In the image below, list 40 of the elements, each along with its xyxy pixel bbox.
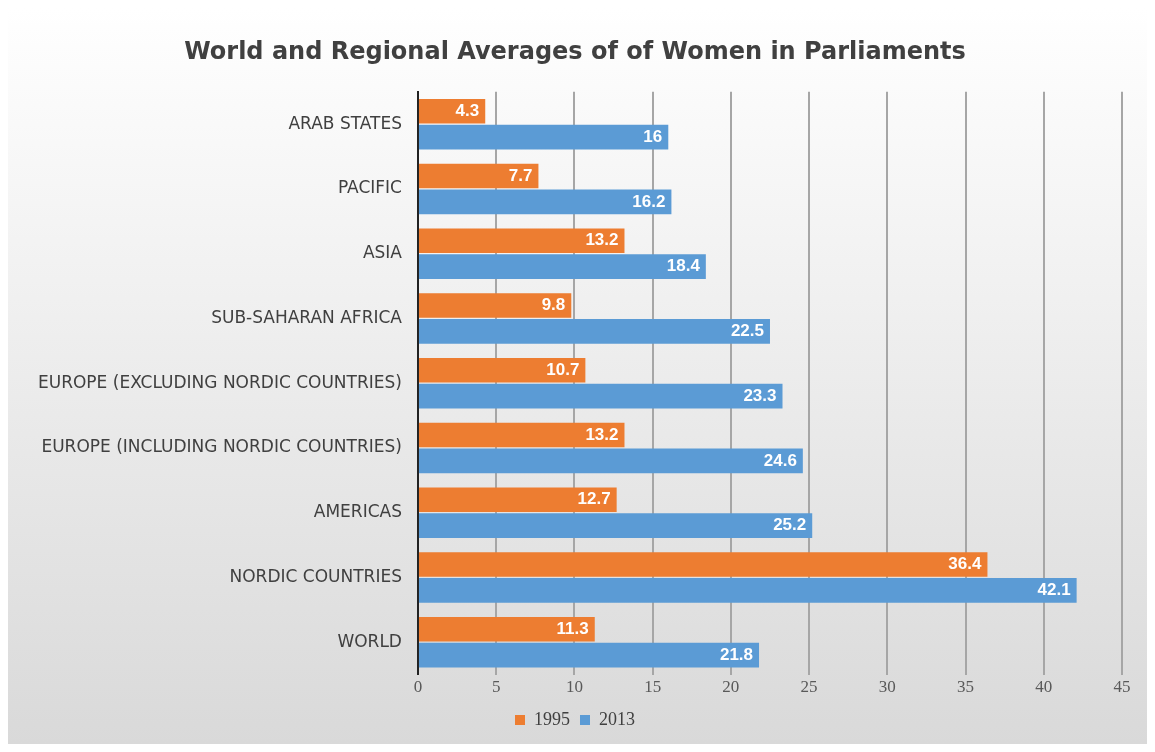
y-tick-label: SUB-SAHARAN AFRICA	[211, 306, 403, 327]
legend-label: 2013	[599, 708, 635, 729]
y-tick-label: AMERICAS	[313, 501, 402, 522]
data-label: 11.3	[556, 618, 589, 638]
data-label: 7.7	[508, 165, 533, 185]
legend-label: 1995	[534, 708, 570, 729]
y-tick-label: ASIA	[362, 242, 403, 263]
y-tick-label: EUROPE (INCLUDING NORDIC COUNTRIES)	[41, 436, 402, 457]
x-tick-label: 20	[722, 677, 740, 697]
data-label: 21.8	[719, 644, 754, 664]
x-tick-label: 35	[957, 677, 975, 697]
data-label: 16.2	[632, 191, 666, 211]
data-label: 16	[643, 126, 663, 146]
y-tick-label: WORLD	[337, 630, 402, 651]
data-label: 13.2	[585, 424, 619, 444]
x-tick-label: 30	[878, 677, 896, 697]
x-tick-label: 45	[1113, 677, 1131, 697]
chart-title: World and Regional Averages of of Women in Parliaments	[184, 36, 966, 65]
data-label: 10.7	[546, 359, 580, 379]
x-tick-label: 25	[800, 677, 818, 697]
data-label: 36.4	[948, 554, 982, 574]
data-label: 4.3	[455, 100, 480, 120]
data-label: 13.2	[585, 230, 619, 250]
y-tick-label: NORDIC COUNTRIES	[229, 565, 402, 586]
data-label: 24.6	[763, 450, 797, 470]
data-label: 42.1	[1037, 580, 1071, 600]
x-tick-label: 40	[1035, 677, 1053, 697]
x-tick-label: 5	[491, 677, 501, 697]
data-label: 9.8	[541, 295, 566, 315]
y-tick-label: PACIFIC	[337, 177, 402, 198]
y-tick-label: EUROPE (EXCLUDING NORDIC COUNTRIES)	[38, 371, 402, 392]
x-tick-label: 10	[565, 677, 583, 697]
data-label: 12.7	[577, 489, 611, 509]
x-tick-label: 15	[644, 677, 662, 697]
data-label: 25.2	[773, 515, 807, 535]
x-tick-label: 0	[413, 677, 423, 697]
data-label: 18.4	[666, 256, 701, 276]
data-label: 22.5	[730, 321, 764, 341]
y-tick-label: ARAB STATES	[288, 112, 402, 133]
data-label: 23.3	[743, 385, 777, 405]
